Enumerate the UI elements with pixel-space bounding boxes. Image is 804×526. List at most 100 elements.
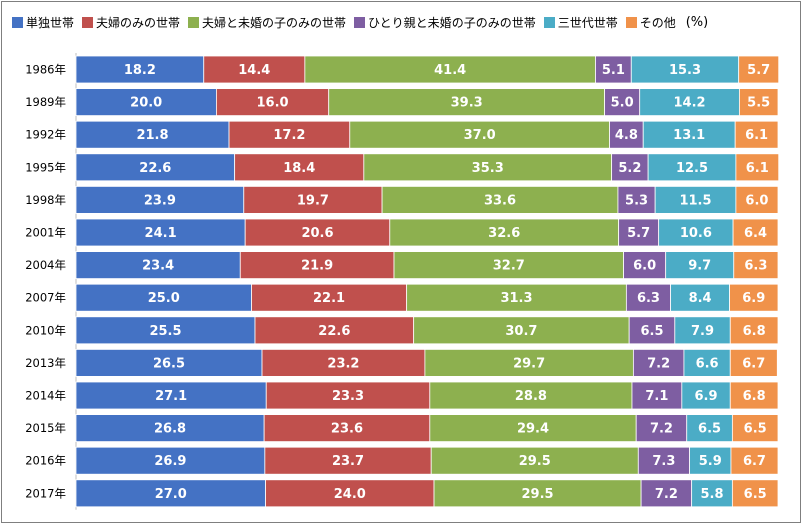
legend: 単独世帯 夫婦のみの世帯 夫婦と未婚の子のみの世帯 ひとり親と未婚の子のみの世帯… [12,12,708,32]
bar-segment [265,479,435,508]
data-label: 10.6 [680,226,712,241]
legend-label: 夫婦と未婚の子のみの世帯 [202,15,347,30]
category-label: 1989年 [25,95,66,109]
bar-segment [735,153,780,182]
category-label: 1992年 [25,128,66,142]
data-label: 24.1 [145,226,177,241]
data-label: 33.6 [484,193,516,208]
data-label: 26.9 [154,454,186,469]
bar-segment [429,381,633,410]
bar-segment [689,446,732,475]
data-label: 25.5 [149,324,181,339]
data-label: 37.0 [464,128,496,143]
bar-segment [75,414,265,443]
bar-segment [203,55,306,84]
legend-swatch [543,16,555,28]
unit-label: (%) [685,14,709,30]
bar-segment [729,381,779,410]
data-label: 32.7 [493,259,525,274]
bar-segment [243,185,383,214]
bar-segment [254,316,415,345]
bar-segment [729,316,779,345]
data-label: 23.4 [142,259,174,274]
data-label: 29.4 [517,422,549,437]
bar-segment [239,251,395,280]
bar-segment [731,414,779,443]
legend-item: その他 [625,14,676,31]
data-label: 7.2 [655,487,678,502]
data-label: 28.8 [515,389,547,404]
data-label: 7.2 [650,422,673,437]
bar-segment [631,381,683,410]
data-label: 11.5 [679,193,711,208]
legend-item: 夫婦と未婚の子のみの世帯 [188,14,346,31]
bar-segment [75,348,263,377]
bar-segment [735,185,779,214]
legend-label: 単独世帯 [26,15,75,30]
data-label: 23.2 [327,356,359,371]
bar-segment [623,251,667,280]
data-label: 27.0 [155,487,187,502]
data-label: 21.9 [301,259,333,274]
data-label: 22.6 [139,161,171,176]
bar-segment [665,251,735,280]
data-label: 39.3 [451,96,483,111]
data-label: 21.8 [136,128,168,143]
bar-segment [618,218,660,247]
category-label: 2004年 [25,258,66,272]
data-label: 5.0 [611,96,634,111]
bar-segment [658,218,734,247]
data-label: 7.3 [652,454,675,469]
bar-segment [611,153,649,182]
category-label: 1986年 [25,63,66,77]
data-label: 7.2 [647,356,670,371]
bar-segment [215,88,330,116]
data-label: 23.3 [332,389,364,404]
bar-segment [733,251,779,280]
bar-segment [263,414,431,443]
data-label: 7.9 [691,324,714,339]
legend-item: 単独世帯 [12,14,74,31]
data-label: 8.4 [689,291,712,306]
bar-segment [670,283,730,312]
bar-segment [729,348,778,377]
bar-segment [304,55,596,84]
bar-segment [75,446,266,475]
legend-item: ひとり親と未婚の子のみの世帯 [354,14,536,31]
data-label: 20.0 [130,96,162,111]
bar-segment [381,185,619,214]
data-label: 5.9 [699,454,722,469]
data-label: 29.7 [513,356,545,371]
data-label: 6.5 [698,422,721,437]
data-label: 5.2 [618,161,641,176]
bar-segment [604,88,641,116]
data-label: 29.5 [519,454,551,469]
data-label: 6.7 [742,356,765,371]
data-label: 9.7 [688,259,711,274]
data-label: 17.2 [273,128,305,143]
data-label: 14.2 [674,96,706,111]
bar-segment [730,446,779,475]
data-label: 32.6 [488,226,520,241]
bar-segment [729,283,779,312]
data-label: 24.0 [334,487,366,502]
data-label: 5.7 [627,226,650,241]
bar-segment [681,381,731,410]
bar-segment [75,88,217,116]
data-label: 23.6 [331,422,363,437]
data-label: 7.1 [645,389,668,404]
bar-segment [433,479,642,508]
data-label: 23.9 [144,193,176,208]
data-label: 13.1 [673,128,705,143]
bar-segment [75,479,266,508]
data-label: 15.3 [669,63,701,78]
bar-segment [389,218,620,247]
data-label: 18.2 [124,63,156,78]
data-label: 6.6 [696,356,719,371]
data-label: 14.4 [238,63,270,78]
bar-segment [328,88,606,116]
category-label: 1998年 [25,193,66,207]
bar-segment [628,316,676,345]
data-label: 6.9 [695,389,718,404]
bar-segment [639,88,740,116]
